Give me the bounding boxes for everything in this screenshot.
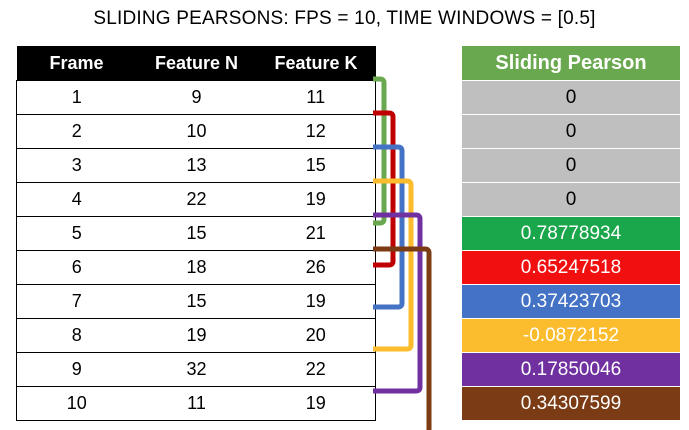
table-row: 10 11 19 [16, 386, 376, 421]
feature-n-cell: 19 [136, 318, 257, 353]
feature-n-cell: 18 [136, 250, 257, 285]
pearson-value-cell: 0.34307599 [462, 387, 680, 420]
feature-n-cell: 15 [136, 284, 257, 319]
frame-cell: 3 [16, 148, 137, 183]
diagram-title: SLIDING PEARSONS: FPS = 10, TIME WINDOWS… [93, 8, 596, 29]
sliding-pearson-header: Sliding Pearson [462, 46, 680, 80]
feature-n-cell: 10 [136, 114, 257, 149]
table-row: 2 10 12 [16, 114, 376, 149]
window-bracket-4-8 [373, 178, 414, 352]
feature-n-cell: 9 [136, 80, 257, 115]
table-row: 3 13 15 [16, 148, 376, 183]
feature-k-cell: 21 [256, 216, 376, 251]
feature-k-cell: 12 [256, 114, 376, 149]
pearson-value-cell: -0.0872152 [462, 319, 680, 352]
feature-n-cell: 22 [136, 182, 257, 217]
feature-k-cell: 26 [256, 250, 376, 285]
table-row: 5 15 21 [16, 216, 376, 251]
feature-n-cell: 13 [136, 148, 257, 183]
feature-n-cell: 11 [136, 386, 257, 421]
frame-cell: 2 [16, 114, 137, 149]
feature-k-cell: 19 [256, 182, 376, 217]
frames-table: Frame Feature N Feature K 1 9 11 2 10 12 3 13 15… [16, 46, 376, 421]
feature-n-cell: 32 [136, 352, 257, 387]
window-bracket-3-7 [373, 144, 405, 310]
window-bracket-1-5 [373, 76, 387, 226]
feature-k-cell: 11 [256, 80, 376, 115]
window-brackets [373, 76, 432, 430]
frame-cell: 4 [16, 182, 137, 217]
window-bracket-6-10 [373, 246, 432, 430]
frame-cell: 5 [16, 216, 137, 251]
header-frame: Frame [16, 46, 137, 81]
table-header-row: Frame Feature N Feature K [16, 46, 376, 81]
pearson-value-cell: 0.78778934 [462, 217, 680, 250]
frame-cell: 1 [16, 80, 137, 115]
table-row: 6 18 26 [16, 250, 376, 285]
frame-cell: 8 [16, 318, 137, 353]
table-row: 8 19 20 [16, 318, 376, 353]
header-feature-n: Feature N [136, 46, 257, 81]
feature-k-cell: 19 [256, 386, 376, 421]
window-bracket-5-9 [373, 212, 423, 394]
table-row: 4 22 19 [16, 182, 376, 217]
feature-k-cell: 20 [256, 318, 376, 353]
frame-cell: 7 [16, 284, 137, 319]
window-bracket-2-6 [373, 110, 396, 268]
table-row: 9 32 22 [16, 352, 376, 387]
feature-n-cell: 15 [136, 216, 257, 251]
table-row: 7 15 19 [16, 284, 376, 319]
feature-k-cell: 19 [256, 284, 376, 319]
feature-k-cell: 22 [256, 352, 376, 387]
pearson-value-cell: 0 [462, 183, 680, 216]
table-row: 1 9 11 [16, 80, 376, 115]
pearson-value-cell: 0 [462, 81, 680, 114]
frame-cell: 10 [16, 386, 137, 421]
pearson-value-cell: 0.37423703 [462, 285, 680, 318]
pearson-value-cell: 0 [462, 115, 680, 148]
header-feature-k: Feature K [256, 46, 376, 81]
pearson-value-cell: 0 [462, 149, 680, 182]
feature-k-cell: 15 [256, 148, 376, 183]
pearson-value-cell: 0.17850046 [462, 353, 680, 386]
frame-cell: 6 [16, 250, 137, 285]
sliding-pearson-column: Sliding Pearson 0 0 0 0 0.78778934 0.65247518… [462, 46, 680, 420]
pearson-value-cell: 0.65247518 [462, 251, 680, 284]
frame-cell: 9 [16, 352, 137, 387]
